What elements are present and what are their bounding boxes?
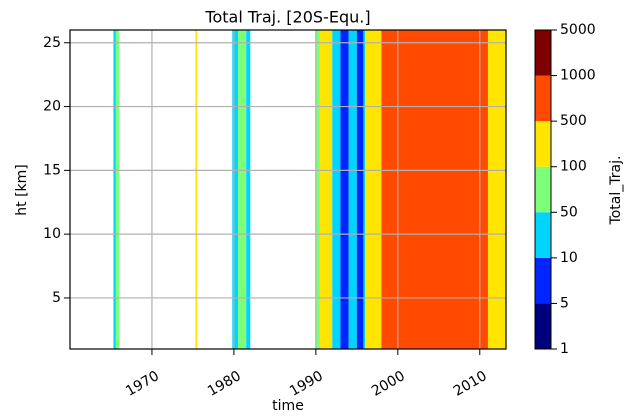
heatmap-cell [115, 30, 120, 349]
x-tick-label: 1990 [287, 368, 326, 400]
y-tick-label: 15 [43, 162, 61, 178]
colorbar-tick-label: 50 [560, 204, 578, 220]
y-tick-label: 25 [43, 35, 61, 51]
colorbar-frame [534, 29, 552, 350]
colorbar-segment [535, 166, 551, 213]
heatmap-cell [315, 30, 320, 349]
x-tick-label: 2000 [369, 368, 408, 400]
heatmap-cell [363, 30, 366, 349]
heatmap-cell [381, 30, 488, 349]
colorbar-segment [535, 212, 551, 258]
colorbar-tick-label: 1000 [560, 68, 596, 84]
colorbar-tick-label: 10 [560, 250, 578, 266]
colorbar-label: Total_Traj. [608, 156, 624, 226]
colorbar-tick-label: 500 [560, 113, 587, 129]
heatmap-cell [340, 30, 349, 349]
y-axis-label: ht [km] [14, 164, 30, 215]
colorbar-tick-label: 5000 [560, 22, 596, 38]
heatmap-cell [319, 30, 333, 349]
heatmap-cell [487, 30, 506, 349]
y-tick-label: 10 [43, 226, 61, 242]
colorbar-tick-label: 100 [560, 159, 587, 175]
heatmap-cell [195, 30, 198, 349]
colorbar-segment [535, 121, 551, 167]
heatmap-cell [238, 30, 247, 349]
y-tick-label: 20 [43, 99, 61, 115]
heatmap-cell [232, 30, 239, 349]
x-axis-label: time [272, 398, 304, 414]
chart-title: Total Traj. [20S-Equ.] [204, 8, 370, 27]
heatmap-cell [365, 30, 382, 349]
heatmap-cell [356, 30, 364, 349]
heatmap-cell [113, 30, 116, 349]
x-tick-label: 1980 [205, 368, 244, 400]
x-tick-label: 1970 [123, 368, 162, 400]
colorbar-segment [535, 303, 551, 349]
heatmap-cell [332, 30, 341, 349]
colorbar-tick-label: 1 [560, 341, 569, 357]
x-tick-label: 2010 [451, 368, 490, 400]
heatmap-cell [348, 30, 357, 349]
heatmap-cell [246, 30, 251, 349]
colorbar-segment [535, 30, 551, 76]
y-tick-label: 5 [52, 290, 61, 306]
plot-frame [69, 29, 507, 350]
colorbar-tick-label: 5 [560, 295, 569, 311]
colorbar-segment [535, 75, 551, 122]
colorbar-segment [535, 257, 551, 304]
